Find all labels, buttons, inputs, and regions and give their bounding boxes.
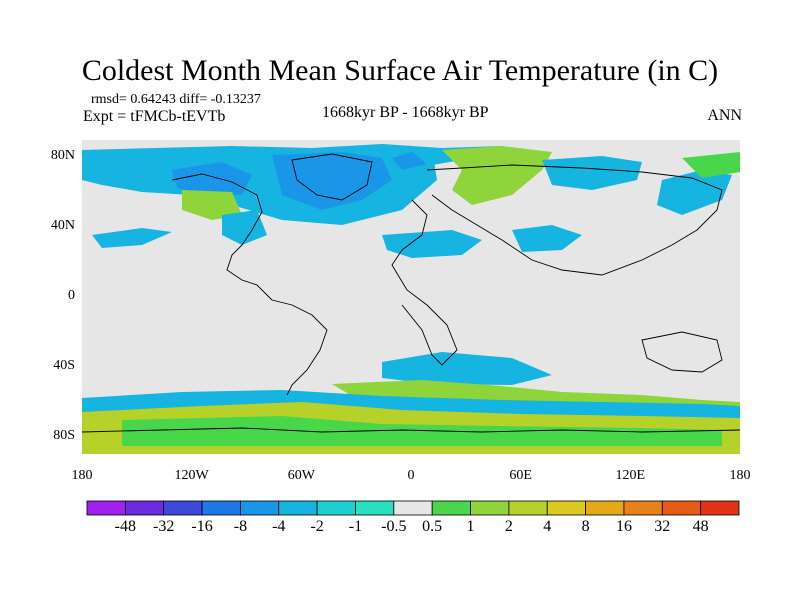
stats-text: rmsd= 0.64243 diff= -0.13237 (91, 92, 261, 107)
colorbar-swatch (431, 500, 471, 516)
colorbar-swatch (508, 500, 548, 516)
season-text: ANN (707, 107, 742, 124)
colorbar-swatch (585, 500, 625, 516)
coast-europe-africa (391, 199, 458, 366)
experiment-text: Expt = tFMCb-tEVTb (83, 108, 226, 125)
colorbar-label: 2 (504, 518, 513, 535)
field-east-asia-cyan (657, 170, 732, 215)
x-tick-label: 180 (729, 468, 751, 483)
field-scandinavia-blue (392, 152, 427, 170)
colorbar-label: -1 (348, 518, 363, 535)
colorbar-label: 0.5 (422, 518, 443, 535)
colorbar-swatch (661, 500, 702, 516)
colorbar (86, 500, 740, 521)
colorbar-swatch (623, 500, 663, 516)
coast-south-america (271, 299, 328, 396)
y-tick-label: 80N (50, 148, 75, 164)
field-greenland-blue (272, 152, 392, 210)
colorbar-label: 16 (615, 518, 632, 535)
colorbar-label: -4 (272, 518, 286, 535)
field-us-cyan (222, 210, 267, 245)
field-africa-cyan (382, 230, 482, 258)
colorbar-swatch (163, 500, 203, 516)
chart-title: Coldest Month Mean Surface Air Temperatu… (81, 54, 719, 87)
coast-north-america (171, 173, 273, 301)
x-tick-label: 60W (287, 468, 315, 483)
colorbar-label: 4 (543, 518, 552, 535)
colorbar-label: 1 (466, 518, 475, 535)
temperature-map (82, 140, 740, 454)
coast-australia (641, 331, 723, 373)
colorbar-label: -0.5 (381, 518, 407, 535)
colorbar-swatch (124, 500, 165, 516)
colorbar-label: -48 (114, 518, 136, 535)
colorbar-swatch (86, 500, 126, 516)
colorbar-label: 32 (654, 518, 671, 535)
coast-antarctica (82, 427, 740, 433)
y-tick-label: 40N (50, 218, 75, 234)
y-tick-label: 40S (53, 357, 75, 373)
y-tick-label: 80S (53, 427, 75, 443)
colorbar-label: -8 (233, 518, 248, 535)
colorbar-label: -32 (153, 518, 175, 535)
x-tick-label: 120E (615, 468, 646, 483)
colorbar-swatches (86, 500, 740, 516)
period-text: 1668kyr BP - 1668kyr BP (322, 104, 489, 121)
colorbar-swatch (278, 500, 318, 516)
x-tick-label: 120W (174, 468, 209, 483)
anomaly-fields (82, 144, 740, 454)
field-south-cyan (382, 352, 552, 385)
y-tick-label: 0 (68, 288, 75, 303)
coast-eurasia (426, 164, 723, 276)
colorbar-swatch (393, 500, 433, 516)
coast-greenland (291, 153, 373, 201)
colorbar-label: -2 (310, 518, 324, 535)
colorbar-swatch (546, 500, 586, 516)
field-siberia-cyan (542, 156, 642, 190)
field-pacific-cyan (92, 228, 172, 248)
colorbar-label: 48 (692, 518, 709, 535)
x-tick-label: 0 (407, 468, 415, 483)
field-mideast-cyan (512, 225, 582, 252)
field-canada-blue (172, 162, 252, 195)
colorbar-swatch (316, 500, 356, 516)
field-antarctic-green (122, 416, 722, 446)
x-tick-label: 60E (509, 468, 532, 483)
colorbar-swatch (240, 500, 280, 516)
colorbar-swatch (470, 500, 510, 516)
colorbar-swatch (201, 500, 241, 516)
coastlines (82, 153, 740, 433)
colorbar-label: -16 (191, 518, 213, 535)
field-us-green (182, 190, 242, 220)
field-pacific-green (682, 152, 740, 178)
field-eurasia-green (442, 146, 552, 205)
colorbar-swatch (355, 500, 395, 516)
x-tick-label: 180 (71, 468, 93, 483)
colorbar-label: 8 (581, 518, 590, 535)
colorbar-swatch (700, 500, 740, 516)
